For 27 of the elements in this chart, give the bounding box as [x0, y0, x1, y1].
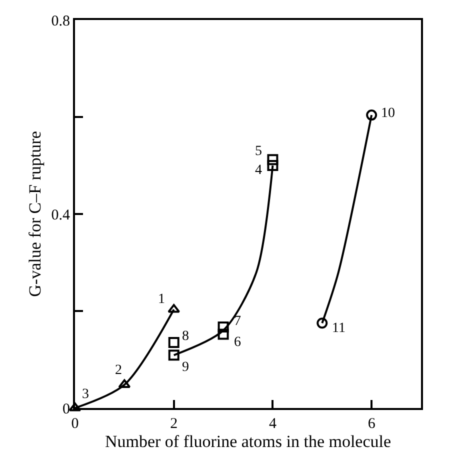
annotation: 8: [182, 329, 189, 344]
annotation: 5: [255, 144, 262, 159]
y-tick-label: 0.4: [51, 207, 70, 224]
y-tick-label: 0.8: [51, 13, 70, 30]
point: [267, 154, 278, 166]
y-axis-title: G-value for C–F rupture: [25, 131, 44, 297]
point: [316, 318, 328, 329]
point: [267, 160, 278, 171]
annotation: 3: [82, 387, 89, 402]
y-tick-label: 0: [62, 401, 70, 418]
point: [218, 322, 229, 333]
annotation: 11: [332, 321, 346, 336]
annotation: 7: [234, 314, 241, 329]
annotation: 1: [158, 292, 165, 307]
annotation: 6: [234, 335, 241, 350]
x-tick-label: 2: [170, 416, 178, 432]
point: [168, 350, 180, 361]
annotation: 9: [182, 360, 189, 375]
x-tick-label: 4: [268, 416, 277, 432]
point: [168, 337, 180, 348]
annotation: 4: [255, 163, 262, 178]
x-axis-title: Number of fluorine atoms in the molecule: [104, 432, 392, 451]
point: [366, 110, 378, 121]
annotation: 10: [381, 106, 395, 121]
x-tick-label: 6: [368, 416, 376, 432]
annotation: 2: [115, 363, 122, 378]
point: [218, 328, 229, 340]
